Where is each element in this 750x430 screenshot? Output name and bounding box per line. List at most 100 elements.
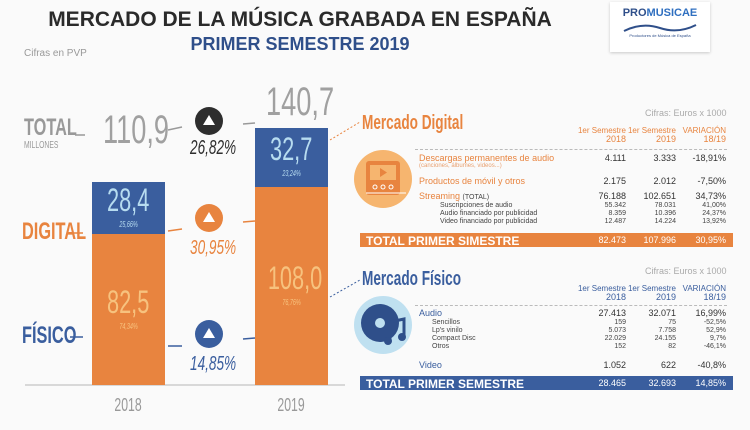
year-2019: 2019	[277, 395, 306, 415]
total-2018: 28.465	[598, 378, 626, 388]
cell-value: -52,5%	[703, 319, 726, 326]
cell-value: 41,00%	[702, 202, 726, 209]
bar-share: 74,34%	[119, 321, 138, 331]
cell-value: -7,50%	[697, 176, 726, 186]
digital-col-2019: 1er Semestre 2019	[627, 126, 676, 144]
digital-col-2018: 1er Semestre 2018	[577, 126, 626, 144]
bar-digital-2018: 82,5 74,34%	[92, 234, 165, 385]
total-label: TOTAL PRIMER SEMESTRE	[366, 377, 525, 391]
cell-value: 32.071	[648, 308, 676, 318]
cell-value: 159	[614, 319, 626, 326]
digital-section-title: Mercado Digital	[362, 112, 464, 134]
cell-value: -40,8%	[697, 360, 726, 370]
fisico-total-row: TOTAL PRIMER SEMESTRE 28.465 32.693 14,8…	[360, 376, 733, 391]
total-2018: 82.473	[598, 235, 626, 245]
cell-value: 14.224	[654, 218, 676, 225]
cell-value: 3.333	[653, 153, 676, 163]
digital-total-row: TOTAL PRIMER SIMESTRE 82.473 107.996 30,…	[360, 233, 733, 248]
cell-value: 8.359	[608, 210, 626, 217]
cell-value: 622	[660, 360, 676, 370]
bar-share: 25,66%	[119, 220, 138, 230]
divider	[415, 149, 727, 150]
cell-value: 24,37%	[702, 210, 726, 217]
cell-value: 2.012	[653, 176, 676, 186]
total-label: TOTAL PRIMER SIMESTRE	[366, 234, 520, 248]
cell-value: 52,9%	[706, 327, 726, 334]
cell-value: 152	[614, 343, 626, 350]
divider	[415, 305, 727, 306]
total-2018: 110,9	[103, 108, 170, 152]
label-digital: DIGITAL	[22, 218, 87, 245]
table-subrow: Compact Disc	[432, 335, 476, 342]
cd-music-icon	[354, 296, 412, 354]
table-row: Video	[419, 360, 442, 370]
table-subrow: Suscripciones de audio	[440, 202, 513, 209]
cell-value: 76.188	[598, 191, 626, 201]
cell-value: 2.175	[603, 176, 626, 186]
cell-value: 24.155	[654, 335, 676, 342]
promusicae-logo: PROMUSICAE Productores de Música de Espa…	[610, 2, 710, 52]
fisico-section-title: Mercado Físico	[362, 268, 462, 290]
cell-value: 78.031	[654, 202, 676, 209]
page-subtitle: PRIMER SEMESTRE 2019	[190, 34, 410, 54]
digital-units: Cifras: Euros x 1000	[645, 108, 727, 118]
table-subrow: Otros	[432, 343, 450, 350]
cell-value: 102.651	[643, 191, 676, 201]
cell-value: -46,1%	[703, 343, 726, 350]
label-total: TOTAL	[24, 114, 77, 141]
fisico-up-arrow-icon	[195, 320, 223, 348]
change-digital: 30,95%	[190, 237, 237, 259]
cell-value: 10.396	[654, 210, 676, 217]
label-fisico: FÍSICO	[22, 322, 77, 349]
total-2019: 32.693	[648, 378, 676, 388]
change-fisico: 14,85%	[190, 353, 237, 375]
bar-value: 82,5	[107, 283, 150, 320]
label-millones: MILLONES	[24, 140, 59, 151]
table-subrow: Sencillos	[432, 319, 461, 326]
bar-fisico-2019: 32,7 23,24%	[255, 127, 328, 188]
logo-brand-pre: PRO	[622, 7, 647, 19]
year-2018: 2018	[114, 395, 143, 415]
cell-value: 13,92%	[702, 218, 726, 225]
logo-brand-main: MUSICAE	[646, 7, 698, 19]
table-subrow: Lp's vinilo	[432, 327, 463, 334]
cell-value: 16,99%	[695, 308, 726, 318]
bar-digital-2019: 108,0 76,76%	[255, 187, 328, 385]
video-player-icon	[354, 150, 412, 208]
table-row: Streaming (TOTAL)	[419, 191, 490, 201]
bar-value: 108,0	[267, 260, 323, 297]
units-note: Cifras en PVP	[24, 48, 87, 59]
table-subrow: Video financiado por publicidad	[440, 218, 538, 225]
fisico-units: Cifras: Euros x 1000	[645, 266, 727, 276]
total-up-arrow-icon	[195, 107, 223, 135]
table-row: Productos de móvil y otros	[419, 176, 526, 186]
change-total: 26,82%	[190, 137, 237, 159]
digital-col-variacion: VARIACIÓN 18/19	[682, 126, 726, 144]
cell-value: 27.413	[598, 308, 626, 318]
cell-value: 34,73%	[695, 191, 726, 201]
cell-value: 7.758	[658, 327, 676, 334]
bar-fisico-2018: 28,4 25,66%	[92, 182, 165, 235]
cell-value: 22.029	[604, 335, 626, 342]
bar-share: 76,76%	[282, 298, 301, 308]
cell-value: 75	[668, 319, 676, 326]
cell-value: 9,7%	[710, 335, 726, 342]
table-row: Audio	[419, 308, 443, 318]
bar-value: 28,4	[107, 182, 150, 219]
cell-value: 4.111	[604, 153, 626, 163]
total-2019: 107.996	[643, 235, 676, 245]
cell-value: 12.487	[604, 218, 626, 225]
bar-share: 23,24%	[282, 169, 301, 179]
cell-value: 82	[668, 343, 676, 350]
cell-value: 55.342	[604, 202, 626, 209]
digital-up-arrow-icon	[195, 204, 223, 232]
table-subrow: Audio financiado por publicidad	[440, 210, 538, 217]
cell-value: 5.073	[608, 327, 626, 334]
fisico-col-variacion: VARIACIÓN 18/19	[682, 284, 726, 302]
logo-wave-icon	[623, 24, 697, 32]
page-title: MERCADO DE LA MÚSICA GRABADA EN ESPAÑA	[48, 8, 552, 31]
cell-value: 1.052	[603, 360, 626, 370]
total-2019: 140,7	[266, 80, 335, 124]
bar-value: 32,7	[270, 131, 313, 168]
